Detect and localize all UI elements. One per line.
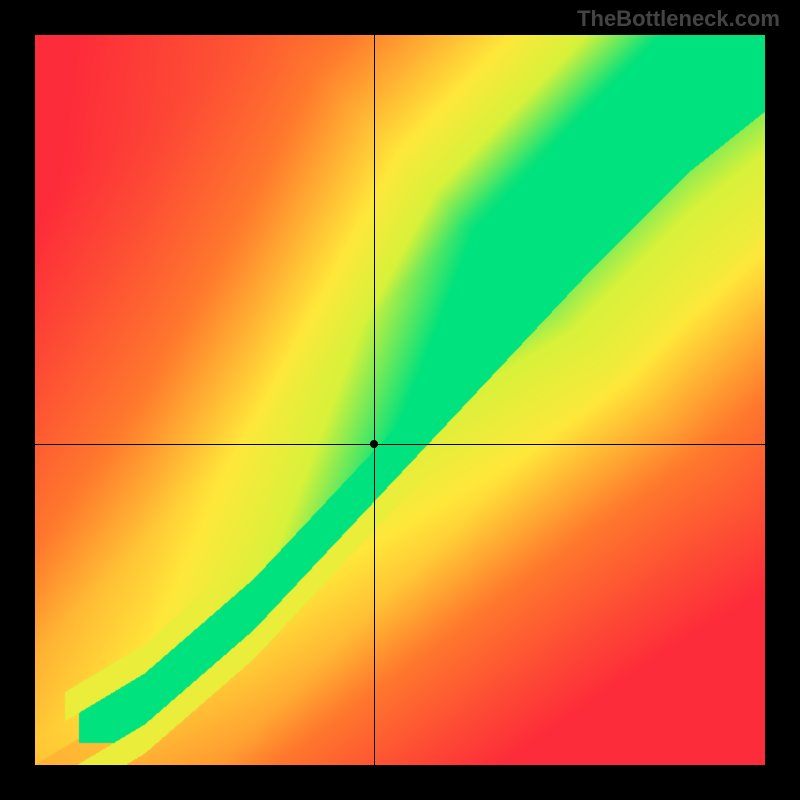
- plot-area: [35, 35, 765, 765]
- watermark-text: TheBottleneck.com: [577, 6, 780, 32]
- heatmap-canvas: [35, 35, 765, 765]
- marker-point: [370, 440, 378, 448]
- crosshair-vertical: [374, 35, 375, 765]
- crosshair-horizontal: [35, 444, 765, 445]
